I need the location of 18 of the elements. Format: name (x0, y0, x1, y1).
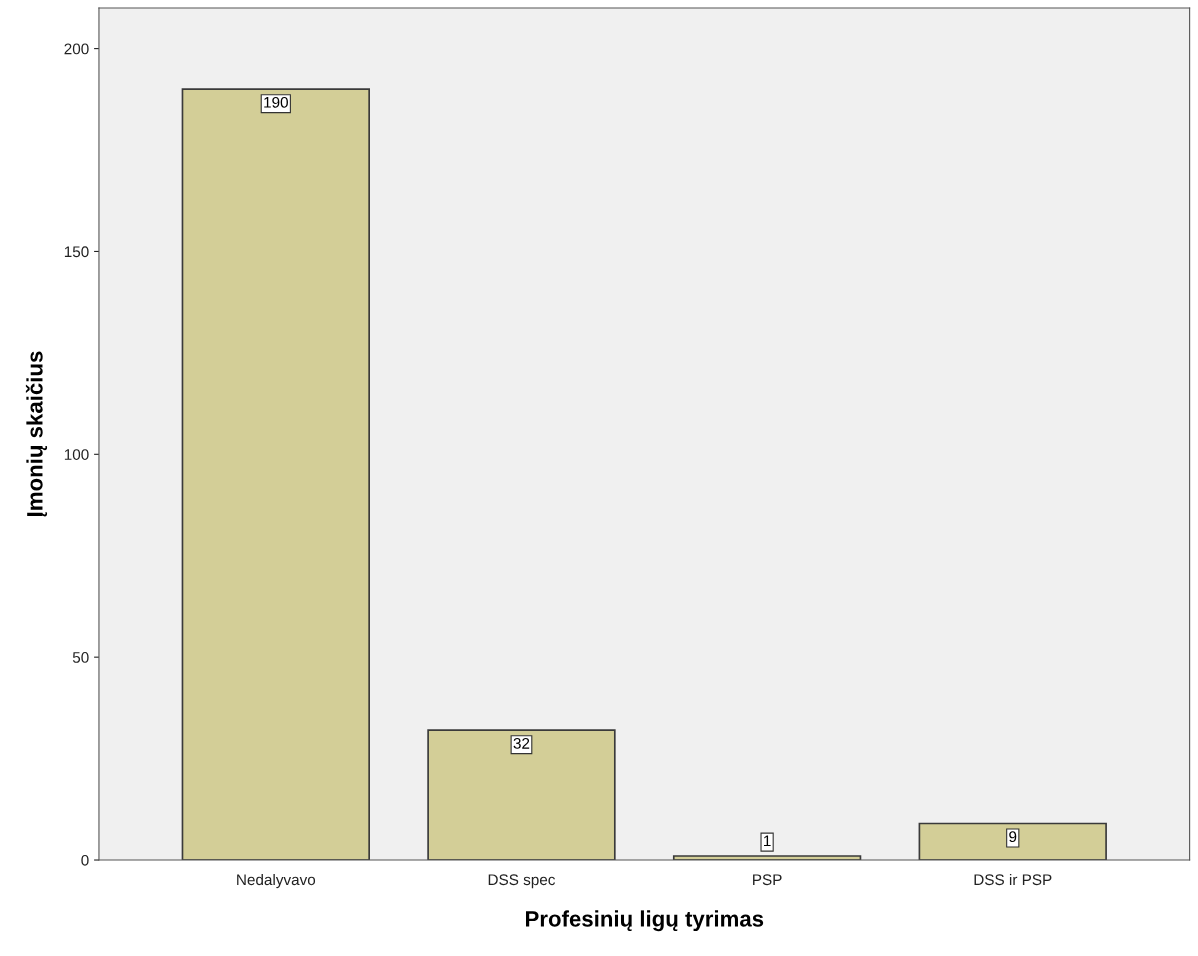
y-tick-label: 0 (81, 854, 89, 866)
y-tick-label: 100 (64, 449, 89, 460)
x-tick-label: DSS ir PSP (974, 873, 1052, 886)
bar (181, 88, 370, 861)
data-label: 9 (1009, 831, 1017, 843)
data-label: 1 (764, 835, 771, 847)
x-tick-label: DSS spec (488, 874, 556, 889)
y-tick-label: 50 (72, 652, 89, 663)
y-axis-title: Įmonių skaičius (25, 351, 48, 517)
data-label: 190 (264, 96, 288, 108)
y-tick-label: 200 (64, 43, 89, 55)
x-tick-label: Nedalyvavo (237, 873, 316, 889)
data-label: 32 (513, 737, 530, 749)
x-axis-title: Profesinių ligų tyrimas (526, 910, 764, 932)
bar (918, 822, 1107, 861)
x-tick-label: PSP (753, 874, 782, 886)
y-tick-label: 150 (64, 246, 89, 258)
bar (427, 729, 616, 861)
